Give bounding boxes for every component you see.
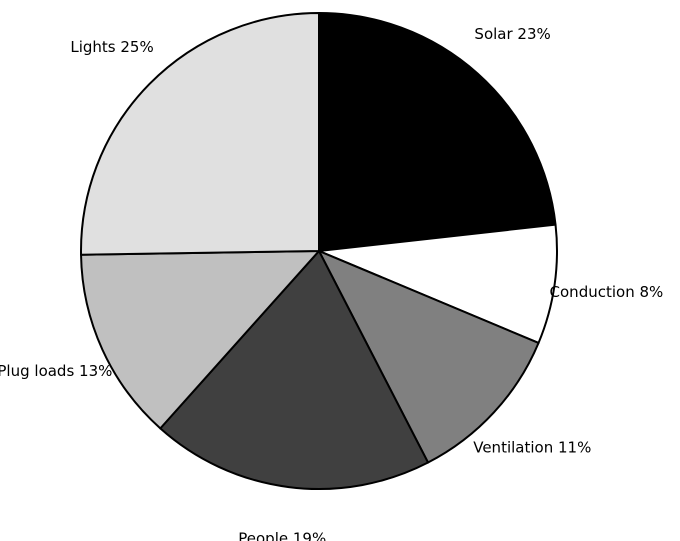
pie-slice xyxy=(318,223,558,344)
slice-label: People 19% xyxy=(238,530,326,541)
slice-label: Plug loads 13% xyxy=(0,362,112,380)
slice-label: Solar 23% xyxy=(474,25,550,43)
pie-slice xyxy=(159,250,430,490)
slice-label: Ventilation 11% xyxy=(473,439,591,457)
pie-slice xyxy=(318,250,540,464)
pie-slice xyxy=(318,12,557,252)
slice-label: Lights 25% xyxy=(70,38,153,56)
pie-slice xyxy=(80,250,320,430)
slice-label: Conduction 8% xyxy=(550,283,664,301)
pie-slice xyxy=(80,12,320,256)
